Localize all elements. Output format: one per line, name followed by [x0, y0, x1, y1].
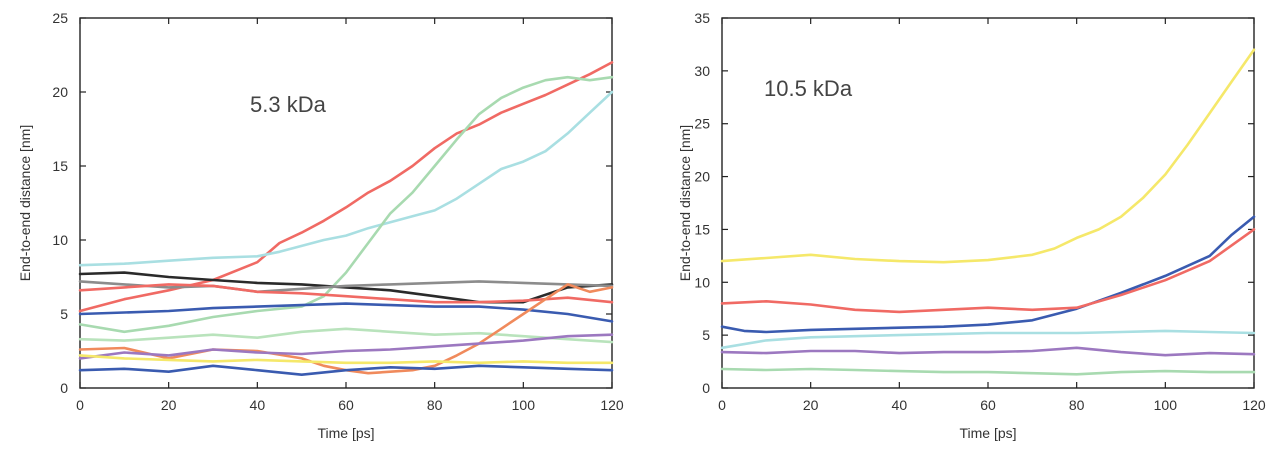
- right-chart-series-2-line: [720, 215, 1256, 334]
- right-chart-y-axis-label: End-to-end distance [nm]: [677, 125, 693, 281]
- right-chart-y-tick-label: 20: [694, 169, 710, 185]
- right-chart-y-tick-label: 15: [694, 221, 710, 237]
- left-chart-series-7-line: [78, 302, 614, 323]
- right-chart-x-tick-label: 0: [718, 397, 726, 413]
- left-chart: 0 20 40 60 80 100 120 0 5 10 15 20 25 Time [ps] End-to…: [17, 10, 624, 441]
- right-chart-x-tick-label: 40: [892, 397, 908, 413]
- left-chart-series-12-line: [78, 364, 614, 376]
- right-chart-x-axis-label: Time [ps]: [959, 425, 1016, 441]
- left-chart-series-2-line: [78, 90, 614, 267]
- left-chart-series-3-line: [78, 75, 614, 334]
- left-chart-x-tick-label: 80: [427, 397, 443, 413]
- right-chart-y-tick-label: 10: [694, 274, 710, 290]
- left-chart-series-8-line: [78, 327, 614, 344]
- left-chart-x-tick-label: 100: [512, 397, 536, 413]
- left-chart-y-tick-label: 0: [60, 380, 68, 396]
- left-chart-y-tick-label: 20: [52, 84, 68, 100]
- right-chart-x-tick-label: 80: [1069, 397, 1085, 413]
- right-chart-series-1-line: [720, 48, 1256, 264]
- right-chart-y-tick-label: 35: [694, 10, 710, 26]
- left-chart-series-5-line: [78, 280, 614, 294]
- left-chart-x-tick-label: 120: [600, 397, 624, 413]
- left-chart-series-4-line: [78, 271, 614, 304]
- right-chart-series-6-line: [720, 367, 1256, 376]
- left-chart-x-tick-label: 60: [338, 397, 354, 413]
- left-chart-series-6-line: [78, 283, 614, 304]
- left-chart-plot-frame: [79, 17, 613, 389]
- left-chart-y-axis-label: End-to-end distance [nm]: [17, 125, 33, 281]
- left-chart-x-axis-label: Time [ps]: [317, 425, 374, 441]
- left-chart-series-10-line: [78, 333, 614, 360]
- right-chart-x-tick-label: 100: [1154, 397, 1178, 413]
- right-chart-series-3-line: [720, 228, 1256, 314]
- left-chart-annotation: 5.3 kDa: [250, 92, 327, 117]
- right-chart-y-tick-label: 0: [702, 380, 710, 396]
- left-chart-y-tick-label: 25: [52, 10, 68, 26]
- right-chart-x-tick-label: 120: [1242, 397, 1266, 413]
- left-chart-y-tick-label: 15: [52, 158, 68, 174]
- left-chart-y-tick-label: 5: [60, 306, 68, 322]
- left-chart-series-11-line: [78, 354, 614, 365]
- right-chart-series-5-line: [720, 346, 1256, 357]
- right-chart-y-tick-label: 25: [694, 116, 710, 132]
- left-chart-x-tick-label: 40: [250, 397, 266, 413]
- right-chart-y-tick-label: 30: [694, 63, 710, 79]
- left-chart-y-tick-label: 10: [52, 232, 68, 248]
- right-chart-annotation: 10.5 kDa: [764, 76, 853, 101]
- right-chart-series-4-line: [720, 329, 1256, 350]
- right-chart: 0 20 40 60 80 100 120 0 5 10 15 20 25 30 35 Time [ps] En…: [677, 10, 1266, 441]
- right-chart-x-tick-label: 60: [980, 397, 996, 413]
- left-chart-x-tick-label: 0: [76, 397, 84, 413]
- left-chart-series-1-line: [78, 61, 614, 313]
- left-chart-x-tick-label: 20: [161, 397, 177, 413]
- right-chart-x-tick-label: 20: [803, 397, 819, 413]
- right-chart-y-tick-label: 5: [702, 327, 710, 343]
